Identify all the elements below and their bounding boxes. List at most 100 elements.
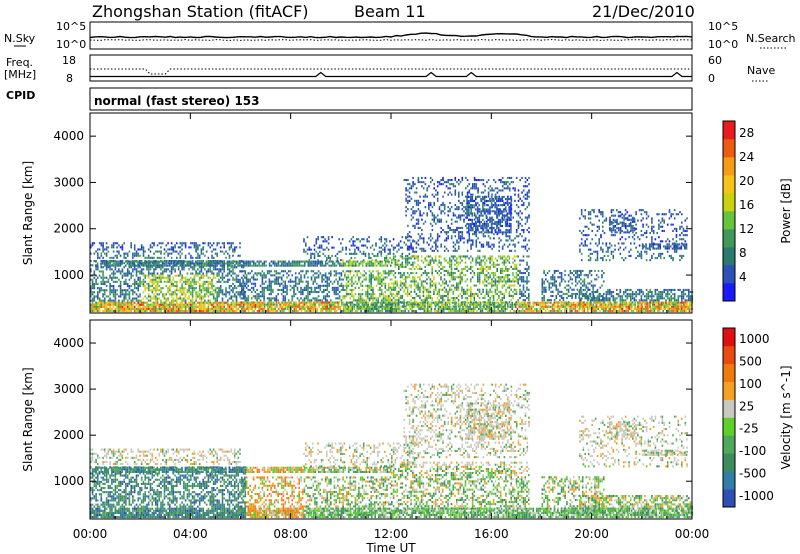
power-data-cell [354, 240, 356, 243]
power-data-cell [410, 257, 412, 260]
power-data-cell [294, 303, 297, 306]
power-data-cell [412, 263, 414, 266]
power-data-cell [195, 244, 197, 247]
power-data-cell [263, 301, 265, 304]
power-data-cell [352, 242, 354, 245]
power-data-cell [204, 295, 206, 298]
power-data-cell [282, 280, 285, 283]
power-data-cell [282, 295, 285, 298]
power-data-cell [553, 307, 556, 310]
power-data-cell [480, 292, 483, 295]
power-data-cell [374, 301, 376, 304]
power-data-cell [326, 262, 329, 265]
power-data-cell [218, 295, 220, 298]
power-data-cell [464, 292, 467, 295]
power-data-cell [135, 270, 138, 273]
power-data-cell [179, 272, 182, 275]
power-data-cell [156, 307, 159, 310]
power-data-cell [207, 256, 210, 259]
power-data-cell [451, 310, 454, 313]
power-data-cell [112, 246, 115, 249]
power-data-cell [657, 310, 659, 313]
power-data-cell [356, 307, 358, 310]
power-data-cell [291, 262, 294, 265]
power-data-cell [193, 274, 196, 277]
power-data-cell [384, 259, 386, 262]
power-data-cell [263, 260, 266, 263]
power-data-cell [197, 301, 199, 304]
power-data-cell [114, 276, 117, 279]
power-data-cell [147, 262, 150, 265]
power-data-cell [396, 294, 398, 297]
power-data-cell [434, 305, 437, 308]
power-data-cell [457, 310, 459, 313]
power-data-cell [158, 280, 161, 283]
power-data-cell [310, 286, 313, 289]
power-data-cell [197, 272, 199, 275]
power-data-cell [191, 291, 194, 294]
power-data-cell [146, 287, 148, 290]
power-data-cell [332, 264, 334, 267]
power-data-cell [202, 297, 204, 300]
power-data-cell [420, 280, 423, 283]
power-data-cell [336, 252, 339, 255]
power-data-cell [333, 293, 336, 296]
power-data-cell [419, 278, 421, 281]
power-data-cell [256, 278, 258, 281]
power-data-cell [473, 274, 476, 277]
power-data-cell [467, 307, 470, 310]
power-data-cell [307, 264, 310, 267]
power-data-cell [482, 301, 484, 304]
power-data-cell [393, 310, 396, 313]
power-data-cell [498, 290, 500, 293]
power-data-cell [391, 301, 393, 304]
power-data-cell [454, 263, 456, 266]
power-data-cell [90, 295, 92, 298]
power-data-cell [313, 301, 315, 304]
power-data-cell [406, 263, 409, 266]
power-data-cell [357, 246, 360, 249]
power-data-cell [486, 303, 489, 306]
power-data-cell [316, 282, 318, 285]
power-data-cell [473, 305, 476, 308]
power-data-cell [212, 256, 215, 259]
power-data-cell [212, 268, 215, 271]
power-data-cell [410, 267, 412, 270]
power-data-cell [456, 276, 458, 279]
power-data-cell [355, 238, 358, 241]
power-data-cell [440, 301, 442, 304]
power-data-cell [162, 266, 164, 269]
power-data-cell [139, 278, 141, 281]
power-data-cell [336, 257, 339, 260]
power-data-cell [457, 276, 460, 279]
power-data-cell [116, 310, 118, 313]
power-data-cell [592, 310, 594, 313]
power-data-cell [174, 274, 176, 277]
power-data-cell [155, 285, 157, 288]
power-data-cell [151, 285, 154, 288]
power-data-cell [496, 284, 498, 287]
power-data-cell [467, 310, 470, 313]
power-data-cell [489, 297, 491, 300]
power-data-cell [353, 260, 355, 263]
power-data-cell [230, 244, 233, 247]
power-data-cell [167, 299, 169, 302]
power-data-cell [338, 301, 341, 304]
power-data-cell [305, 288, 308, 291]
power-data-cell [165, 301, 168, 304]
power-data-cell [484, 276, 486, 279]
power-data-cell [489, 257, 491, 260]
power-data-cell [496, 263, 498, 266]
power-data-cell [138, 262, 141, 265]
power-data-cell [429, 294, 432, 297]
power-data-cell [223, 303, 225, 306]
power-data-cell [90, 285, 92, 288]
power-data-cell [330, 307, 333, 310]
power-data-cell [392, 284, 395, 287]
power-data-cell [527, 301, 529, 304]
power-data-cell [445, 290, 447, 293]
power-data-cell [485, 284, 488, 287]
power-data-cell [347, 264, 350, 267]
power-data-cell [240, 303, 243, 306]
power-data-cell [330, 303, 333, 306]
